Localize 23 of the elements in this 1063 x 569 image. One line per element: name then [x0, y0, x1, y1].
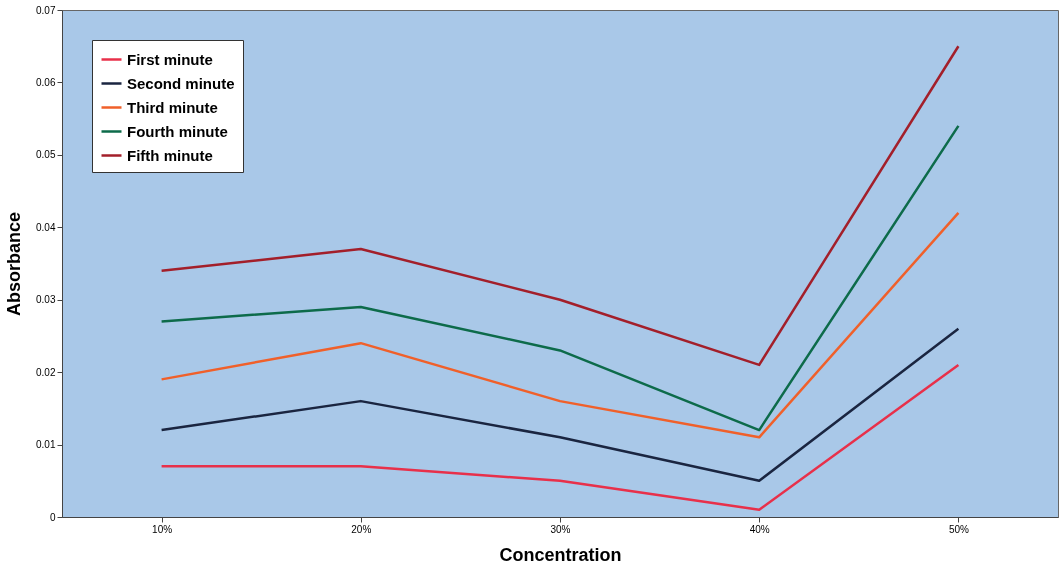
y-tick-label: 0.03: [36, 294, 56, 306]
y-tick-label: 0: [49, 511, 56, 523]
y-tick-label: 0.01: [36, 439, 56, 451]
x-axis-title: Concentration: [499, 544, 622, 565]
y-tick-label: 0.07: [36, 4, 56, 16]
x-tick-label: 30%: [550, 523, 571, 535]
x-tick-label: 10%: [152, 523, 173, 535]
x-tick-label: 50%: [948, 523, 970, 535]
x-tick-label: 40%: [749, 523, 770, 535]
y-tick-label: 0.02: [36, 366, 56, 378]
line-series: [160, 211, 960, 439]
legend-label: Second minute: [127, 74, 235, 92]
y-axis-title: Absorbance: [4, 211, 25, 317]
x-tick-label: 20%: [351, 523, 372, 535]
line-series: [160, 327, 960, 483]
y-tick-label: 0.04: [36, 221, 56, 233]
legend-label: Third minute: [127, 98, 218, 116]
y-tick-label: 0.06: [36, 76, 56, 88]
legend-label: Fourth minute: [127, 122, 228, 140]
legend-label: First minute: [127, 50, 213, 68]
y-tick-label: 0.05: [36, 149, 56, 161]
line-series: [160, 363, 960, 512]
legend-label: Fifth minute: [127, 146, 213, 164]
